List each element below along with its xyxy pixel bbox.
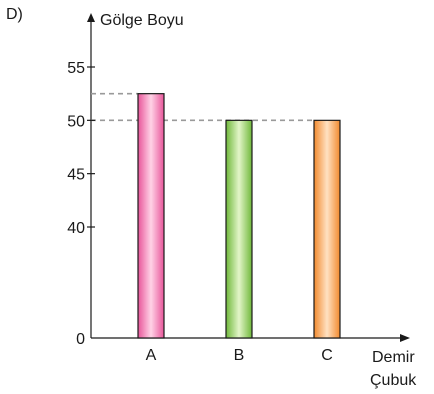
bar-C — [313, 119, 341, 339]
y-tick-label-40: 40 — [67, 220, 85, 237]
bar-B — [225, 119, 253, 339]
x-tick-label-B: B — [234, 347, 245, 364]
y-axis-arrow — [87, 13, 95, 22]
y-tick-label-50: 50 — [67, 113, 85, 130]
x-axis-arrow — [400, 334, 410, 342]
bar-A — [137, 93, 165, 339]
x-tick-label-A: A — [146, 347, 157, 364]
x-axis-title-line2: Çubuk — [370, 372, 417, 389]
x-tick-label-C: C — [321, 347, 333, 364]
option-label: D) — [6, 6, 23, 23]
x-axis-title-line1: Demir — [372, 349, 415, 366]
y-tick-label-0: 0 — [76, 331, 85, 348]
y-axis-title: Gölge Boyu — [100, 12, 184, 29]
y-tick-label-45: 45 — [67, 167, 85, 184]
y-tick-label-55: 55 — [67, 60, 85, 77]
